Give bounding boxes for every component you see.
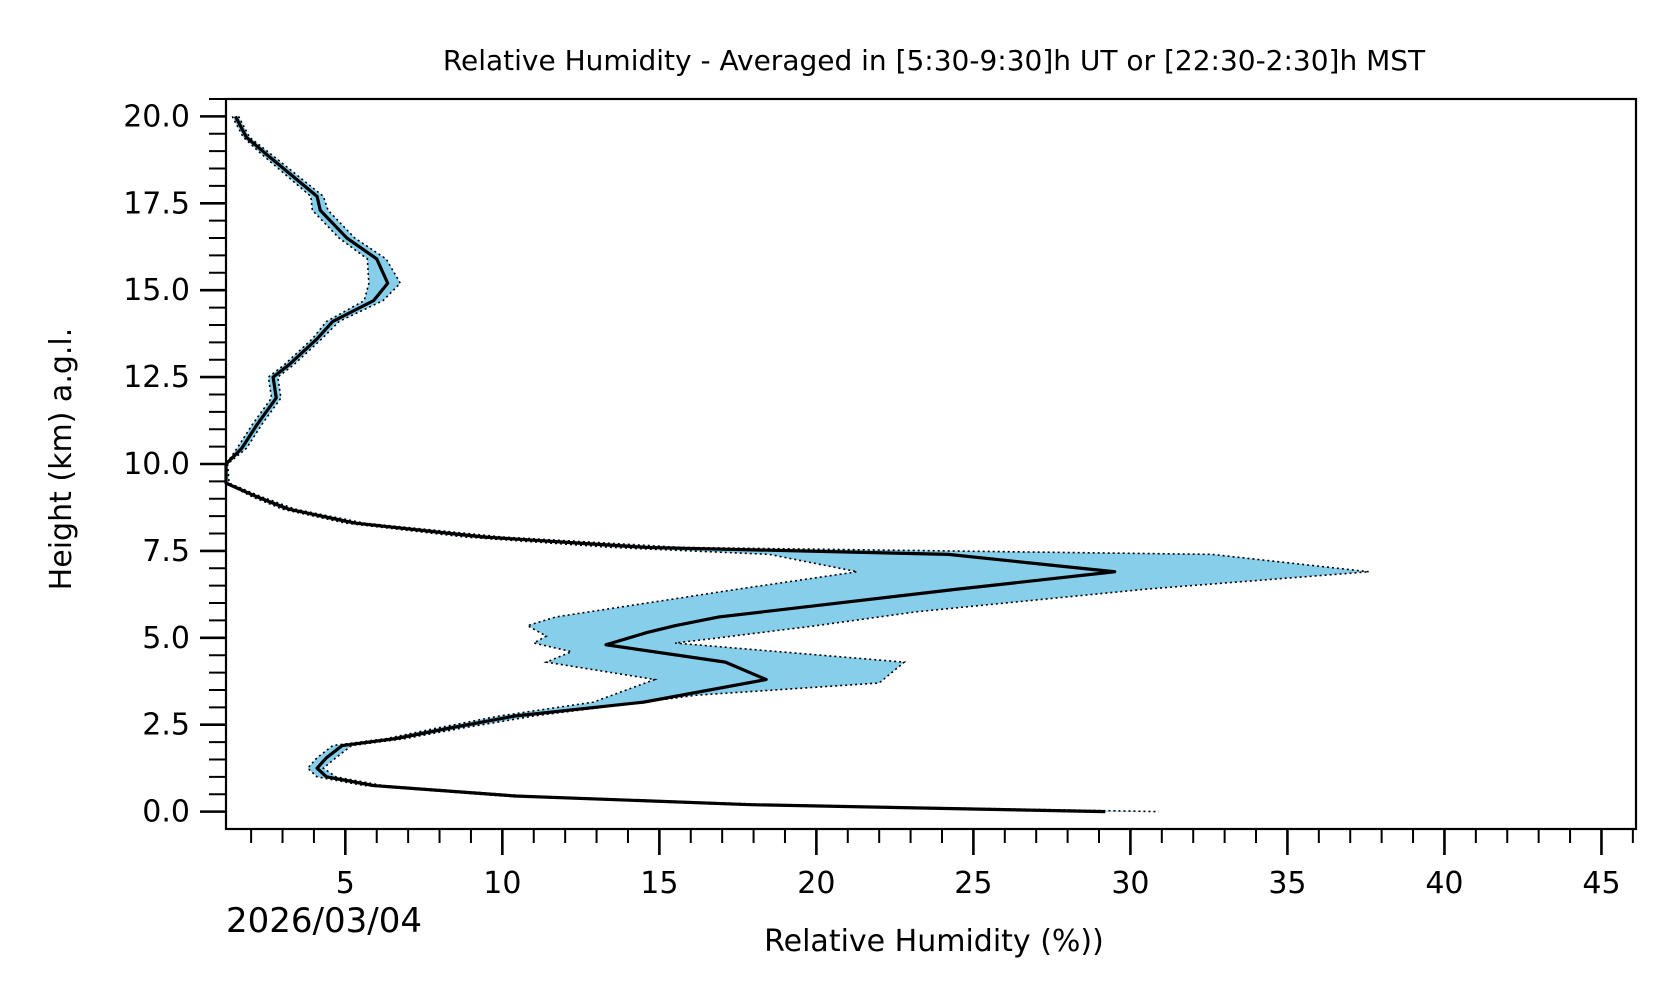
x-tick-label: 30 [1111,866,1149,901]
mean-line [224,115,1117,814]
x-tick-label: 45 [1582,866,1620,901]
x-tick-label: 10 [483,866,521,901]
mean-line-layer [224,115,1117,814]
uncertainty-band-fill [226,116,1370,812]
y-tick-label: 20.0 [123,99,190,134]
x-tick-label: 25 [954,866,992,901]
y-tick-label: 5.0 [142,621,190,656]
chart-title: Relative Humidity - Averaged in [5:30-9:… [443,44,1426,77]
y-tick-label: 17.5 [123,186,190,221]
y-tick-label: 15.0 [123,273,190,308]
x-axis-tick-labels: 5 10 15 20 25 30 35 40 45 [336,866,1621,901]
y-axis-tick-labels: 0.0 2.5 5.0 7.5 10.0 12.5 15.0 17.5 20.0 [123,99,190,829]
x-axis-label: Relative Humidity (%)) [764,924,1104,959]
x-tick-label: 40 [1425,866,1463,901]
y-tick-label: 7.5 [142,534,190,569]
date-label: 2026/03/04 [226,901,422,941]
y-axis-label: Height (km) a.g.l. [44,328,79,591]
x-tick-label: 5 [336,866,355,901]
y-tick-label: 2.5 [142,708,190,743]
x-tick-label: 20 [797,866,835,901]
x-axis-ticks [250,829,1634,855]
x-tick-label: 35 [1268,866,1306,901]
y-tick-label: 10.0 [123,447,190,482]
y-axis-ticks [200,98,226,813]
y-tick-label: 12.5 [123,360,190,395]
x-tick-label: 15 [640,866,678,901]
y-tick-label: 0.0 [142,795,190,830]
